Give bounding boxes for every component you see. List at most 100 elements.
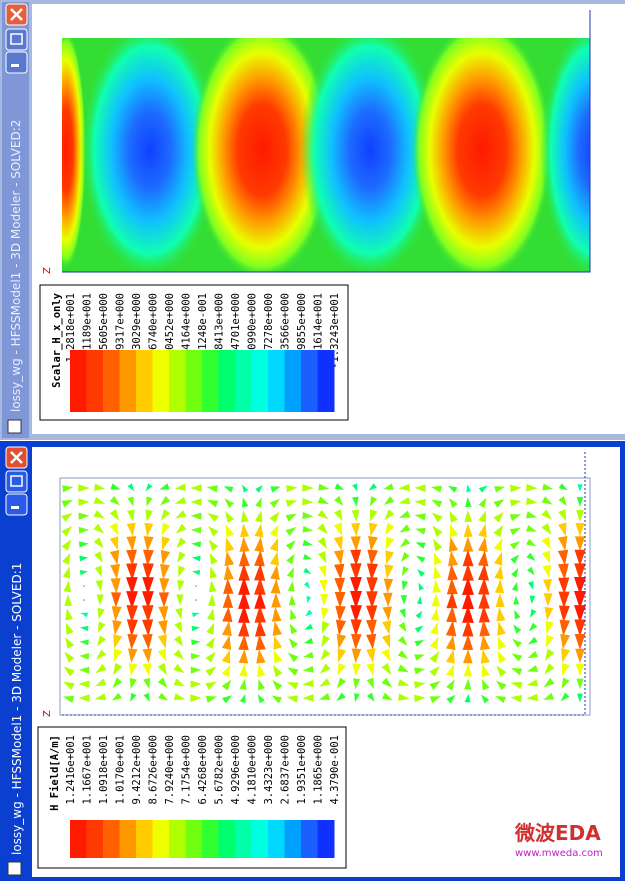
- arrow: [271, 695, 283, 704]
- legend-value: -5.0990e+000: [247, 293, 259, 369]
- legend-value: -1.8413e+000: [214, 293, 226, 369]
- arrow: [350, 577, 362, 595]
- arrow: [206, 500, 219, 508]
- arrow: [400, 538, 411, 548]
- arrow: [273, 635, 283, 650]
- arrow: [415, 542, 426, 549]
- arrow: [430, 607, 440, 621]
- minimize-button[interactable]: [5, 493, 28, 516]
- arrow: [365, 619, 377, 637]
- arrow: [368, 483, 377, 491]
- arrow: [433, 538, 443, 552]
- arrow: [112, 620, 122, 636]
- legend-swatch: [169, 350, 186, 412]
- arrow: [543, 692, 555, 700]
- arrow: [447, 564, 458, 581]
- arrow: [254, 577, 266, 595]
- arrow: [432, 525, 443, 537]
- arrow: [414, 484, 426, 493]
- arrow: [496, 607, 506, 622]
- arrow: [127, 496, 134, 507]
- arrow: [207, 526, 219, 537]
- arrow: [350, 605, 362, 623]
- arrow: [61, 500, 74, 508]
- arrow: [142, 619, 154, 637]
- arrow: [207, 594, 216, 606]
- legend-swatch: [218, 350, 236, 412]
- arrow: [142, 577, 154, 595]
- arrow: [191, 541, 201, 548]
- arrow: [510, 695, 523, 703]
- arrow: [205, 695, 218, 703]
- arrow: [238, 648, 249, 664]
- arrow: [222, 592, 234, 608]
- legend-swatch: [202, 350, 219, 412]
- axes: [62, 10, 591, 273]
- close-button[interactable]: [5, 3, 28, 26]
- legend-value: 1.9351e+000: [296, 735, 308, 805]
- arrow: [397, 650, 409, 660]
- arrow: [126, 563, 138, 581]
- arrow: [222, 695, 233, 704]
- arrow: [64, 594, 73, 606]
- arrow: [175, 523, 187, 534]
- arrow: [224, 498, 235, 509]
- arrow: [319, 678, 331, 687]
- arrow: [449, 510, 458, 523]
- legend-swatch: [185, 820, 203, 858]
- arrow: [368, 522, 378, 537]
- arrow: [111, 592, 122, 608]
- arrow: [64, 651, 75, 663]
- arrow: [418, 582, 424, 591]
- legend-value: 4.3790e-001: [329, 735, 341, 805]
- arrow: [238, 549, 250, 567]
- minimize-button[interactable]: [5, 51, 28, 74]
- arrow: [574, 577, 586, 595]
- arrow: [272, 680, 283, 691]
- arrow: [574, 634, 586, 650]
- arrow: [191, 555, 201, 562]
- arrow: [78, 498, 90, 506]
- arrow: [574, 549, 586, 567]
- arrow: [431, 593, 441, 607]
- arrow: [289, 623, 298, 635]
- legend-swatch: [185, 350, 203, 412]
- arrow: [270, 578, 281, 594]
- arrow: [463, 523, 473, 537]
- arrow: [94, 565, 102, 578]
- legend-swatch: [317, 350, 335, 412]
- arrow: [495, 695, 507, 704]
- maximize-button[interactable]: [5, 28, 28, 51]
- arrow: [543, 579, 552, 593]
- arrow: [512, 638, 522, 648]
- arrow: [526, 693, 538, 702]
- arrow: [321, 607, 330, 620]
- maximize-button[interactable]: [5, 470, 28, 493]
- arrow: [416, 569, 425, 577]
- close-button[interactable]: [5, 446, 28, 469]
- arrow: [481, 664, 490, 678]
- arrow: [478, 497, 487, 508]
- arrow: [383, 496, 395, 506]
- arrow: [255, 497, 262, 508]
- arrow: [398, 483, 410, 492]
- arrow: [558, 577, 570, 595]
- arrow: [383, 578, 394, 594]
- arrow: [449, 523, 459, 538]
- arrow: [206, 622, 215, 635]
- watermark-url: www.mweda.com: [515, 848, 603, 859]
- arrow: [208, 539, 219, 551]
- arrow: [477, 550, 489, 567]
- arrow: [195, 585, 197, 587]
- arrow: [238, 634, 249, 651]
- arrow: [109, 536, 119, 551]
- arrow: [255, 485, 263, 493]
- arrow: [223, 564, 234, 581]
- arrow: [158, 692, 169, 701]
- arrow: [478, 510, 486, 523]
- arrow: [285, 540, 296, 551]
- arrow: [463, 663, 473, 677]
- arrow: [462, 591, 474, 609]
- legend-value: 9.4212e+000: [131, 735, 143, 805]
